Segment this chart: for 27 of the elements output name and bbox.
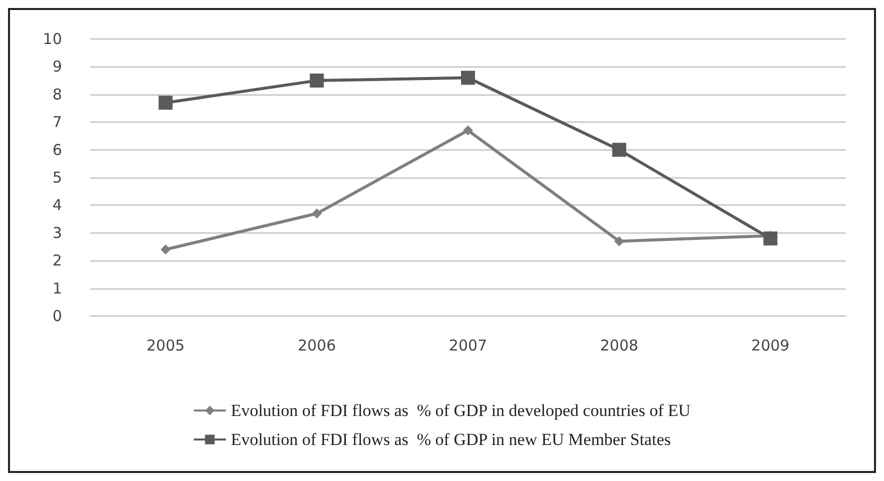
y-tick-label: 4 — [52, 196, 62, 214]
y-tick-label: 6 — [52, 140, 62, 159]
point — [312, 208, 322, 219]
point — [612, 142, 626, 157]
y-tick-label: 8 — [52, 85, 62, 104]
x-tick-label: 2006 — [298, 336, 336, 354]
y-tick-label: 7 — [52, 113, 62, 132]
point — [461, 70, 475, 85]
point — [158, 96, 173, 110]
y-tick-label: 10 — [42, 30, 62, 48]
y-tick-label: 3 — [52, 224, 62, 242]
legend-label: Evolution of FDI flows as % of GDP in new EU Member States — [230, 430, 671, 449]
point — [463, 125, 473, 136]
point — [614, 236, 624, 246]
y-tick-label: 1 — [52, 279, 62, 298]
y-tick-label: 5 — [52, 168, 62, 186]
legend-label: Evolution of FDI flows as % of GDP in developed countries of EU — [230, 401, 691, 420]
point — [160, 244, 171, 255]
x-tick-label: 2005 — [146, 336, 185, 354]
x-tick-label: 2007 — [448, 336, 488, 354]
x-tick-label: 2008 — [600, 336, 638, 354]
point — [763, 231, 778, 246]
y-tick-label: 2 — [52, 252, 62, 270]
y-tick-label: 0 — [52, 307, 62, 325]
point — [310, 74, 324, 88]
x-tick-label: 2009 — [751, 336, 790, 354]
y-tick-label: 9 — [52, 58, 62, 76]
